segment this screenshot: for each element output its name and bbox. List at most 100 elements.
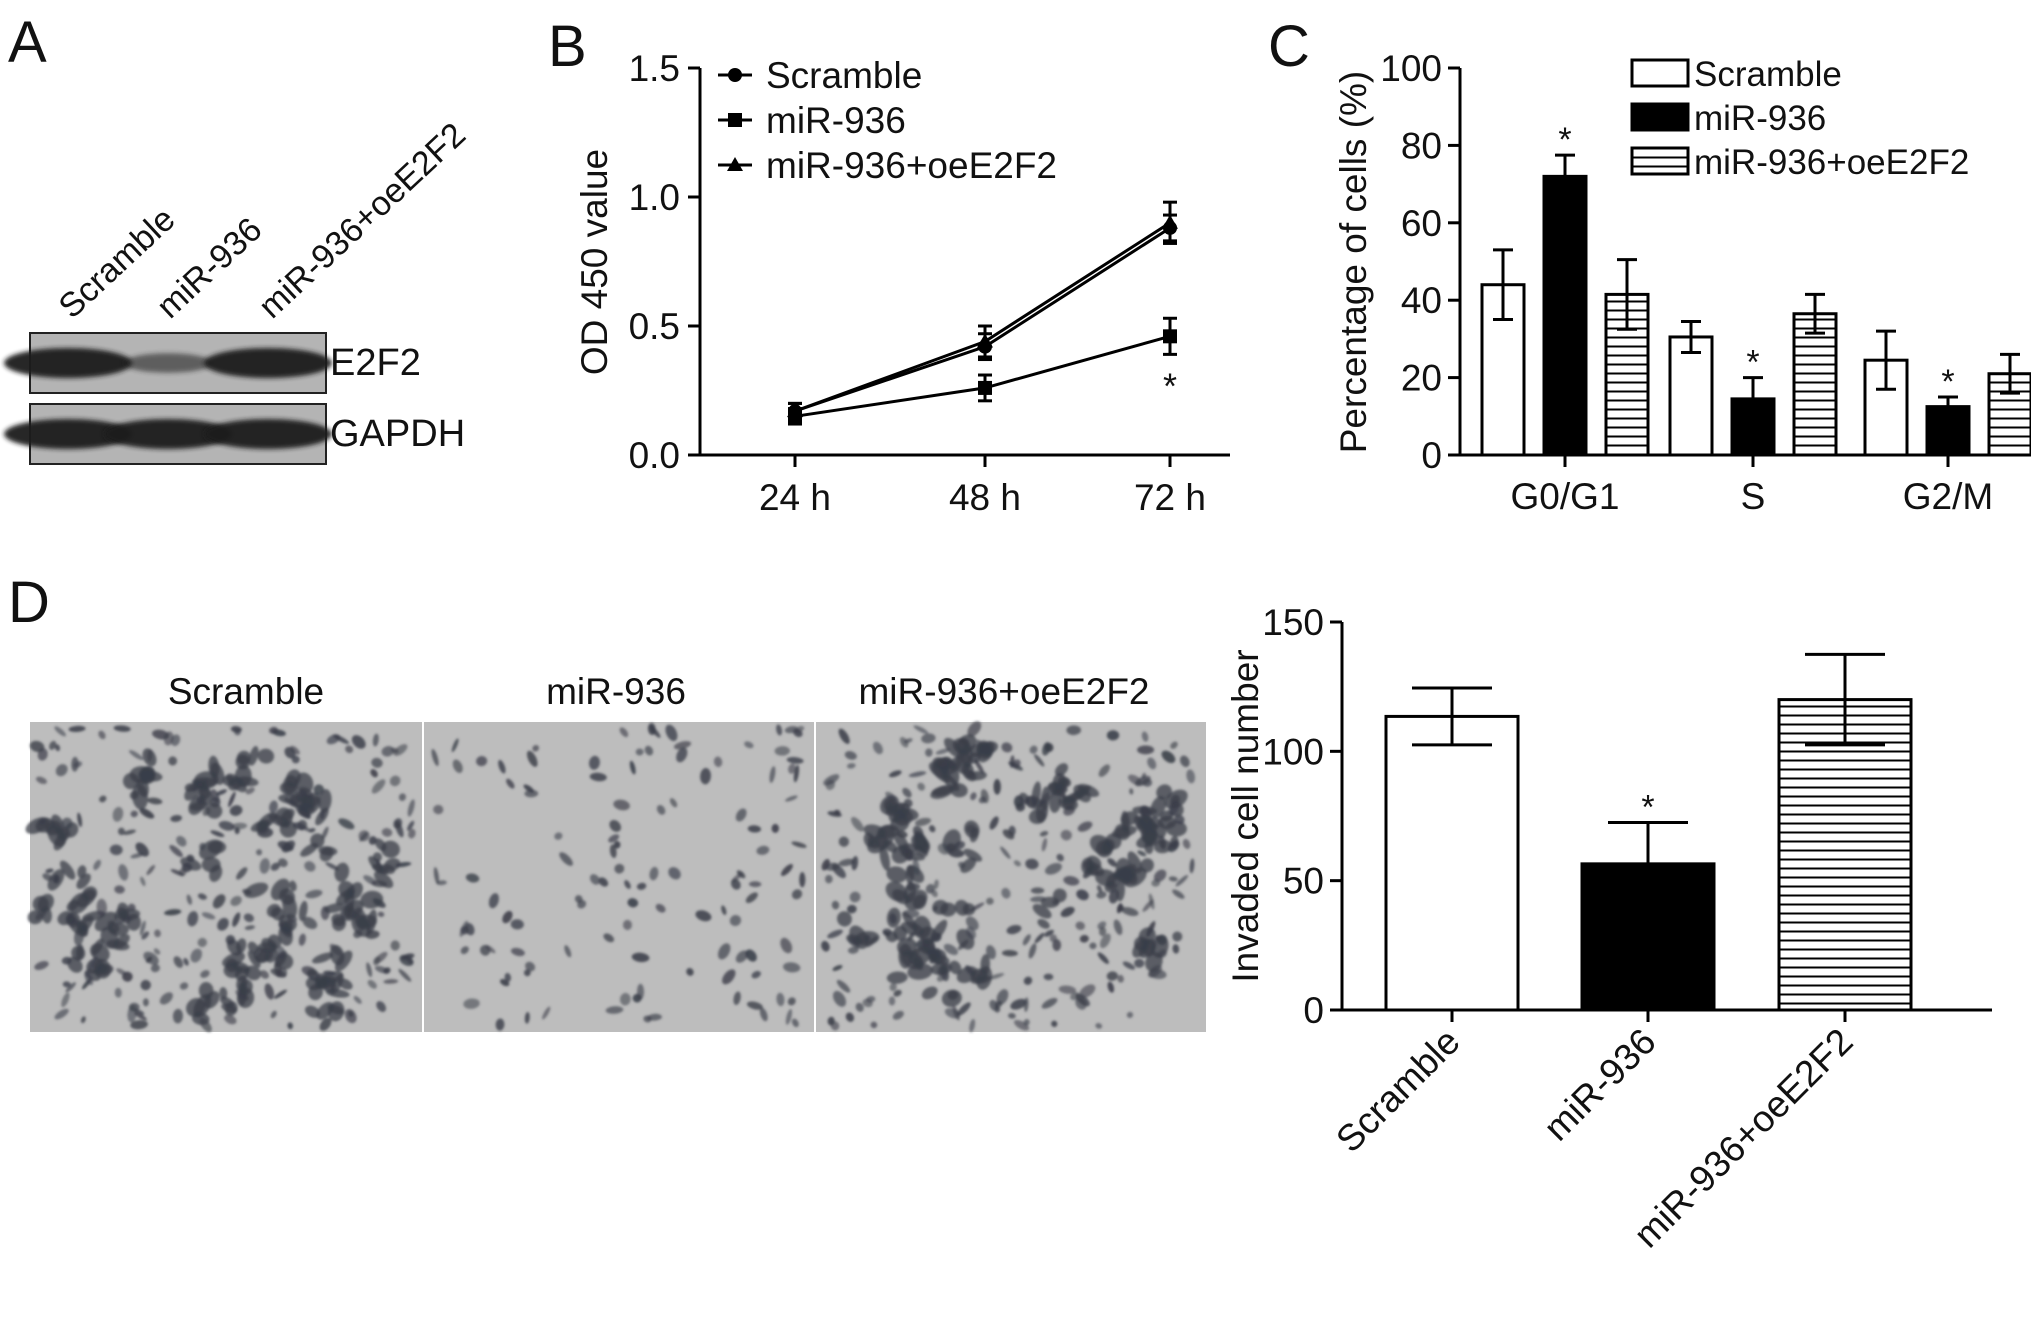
- x-tick-label: 24 h: [759, 477, 831, 518]
- cell: [159, 992, 173, 1005]
- cell: [1122, 961, 1136, 970]
- cell: [629, 760, 636, 775]
- cell: [655, 903, 666, 913]
- cell: [978, 796, 987, 804]
- cell: [329, 943, 343, 956]
- cell: [398, 793, 406, 801]
- cell: [38, 817, 46, 825]
- cell: [1113, 919, 1123, 935]
- cell: [914, 941, 931, 949]
- cell: [323, 903, 346, 913]
- cell: [390, 940, 400, 951]
- y-axis-label: Invaded cell number: [1225, 649, 1266, 982]
- cell: [305, 889, 323, 899]
- cell: [921, 733, 936, 744]
- cell: [201, 912, 216, 920]
- cell: [776, 724, 783, 736]
- cell: [138, 766, 156, 782]
- cell: [1008, 761, 1023, 771]
- cell: [371, 757, 383, 768]
- panel-letter-b: B: [548, 14, 587, 79]
- cell: [277, 946, 286, 960]
- cell: [318, 789, 332, 813]
- cell: [1025, 795, 1038, 808]
- cell: [788, 763, 796, 774]
- cell: [383, 967, 391, 974]
- cell: [855, 1002, 864, 1012]
- cell: [673, 741, 692, 750]
- cell: [128, 750, 144, 761]
- cell: [923, 840, 930, 848]
- cell: [460, 946, 469, 955]
- cell: [267, 934, 282, 949]
- cell: [190, 948, 203, 963]
- cell: [885, 801, 893, 812]
- cell: [937, 964, 949, 975]
- cell: [358, 830, 370, 842]
- cell: [1146, 921, 1156, 937]
- cell: [1179, 755, 1190, 768]
- cell: [181, 862, 193, 873]
- cell: [229, 805, 243, 816]
- cell: [1161, 750, 1176, 764]
- cell: [259, 858, 270, 874]
- cell: [936, 949, 942, 959]
- cell: [914, 844, 928, 857]
- cell: [950, 783, 968, 798]
- cell: [298, 900, 308, 922]
- cell: [1077, 821, 1093, 832]
- cell: [270, 862, 280, 871]
- cell: [118, 864, 129, 881]
- cell: [269, 800, 278, 814]
- cell: [1107, 858, 1117, 867]
- invasion-bar-chart: 0 50 100 150 Invaded cell number Scramble miR-…: [1225, 602, 1992, 1255]
- cell: [1137, 850, 1147, 857]
- blot-band: [123, 353, 213, 373]
- cell: [98, 730, 106, 740]
- cell: [1044, 929, 1054, 937]
- cell: [179, 982, 189, 990]
- cell: [337, 978, 353, 990]
- cell: [408, 828, 416, 839]
- cell: [892, 889, 910, 905]
- cell: [1075, 921, 1086, 931]
- cell: [49, 740, 57, 750]
- cell: [1095, 1022, 1103, 1029]
- cell: [289, 880, 297, 892]
- cell: [1172, 931, 1183, 942]
- cell: [827, 1016, 835, 1026]
- cell: [465, 922, 475, 936]
- cell: [164, 909, 182, 916]
- cell: [323, 970, 336, 976]
- cell: [1066, 725, 1082, 736]
- y-tick-label: 0.5: [629, 306, 680, 347]
- cell: [1023, 1019, 1030, 1026]
- cell: [1172, 889, 1185, 899]
- cell: [1172, 944, 1180, 954]
- cell: [649, 725, 661, 738]
- significance-star: *: [1163, 365, 1177, 406]
- cell: [791, 841, 807, 848]
- cell: [407, 820, 415, 831]
- cell: [407, 799, 415, 817]
- cell: [912, 858, 920, 876]
- cell: [205, 803, 223, 819]
- cell: [968, 752, 981, 764]
- cell: [1134, 775, 1151, 787]
- cell: [35, 776, 48, 785]
- cell: [236, 750, 251, 765]
- cell: [1013, 860, 1021, 867]
- cell: [952, 1005, 960, 1021]
- cell: [356, 914, 378, 929]
- cell: [452, 759, 463, 773]
- cell: [130, 1020, 148, 1030]
- x-tick-label: 48 h: [949, 477, 1021, 518]
- cell: [381, 746, 395, 757]
- cell: [113, 725, 131, 732]
- cell: [485, 944, 496, 954]
- cell: [69, 892, 90, 914]
- cell: [1034, 754, 1045, 767]
- cell: [771, 823, 780, 833]
- cell: [1034, 932, 1045, 944]
- micrograph-cells: [25, 725, 416, 1033]
